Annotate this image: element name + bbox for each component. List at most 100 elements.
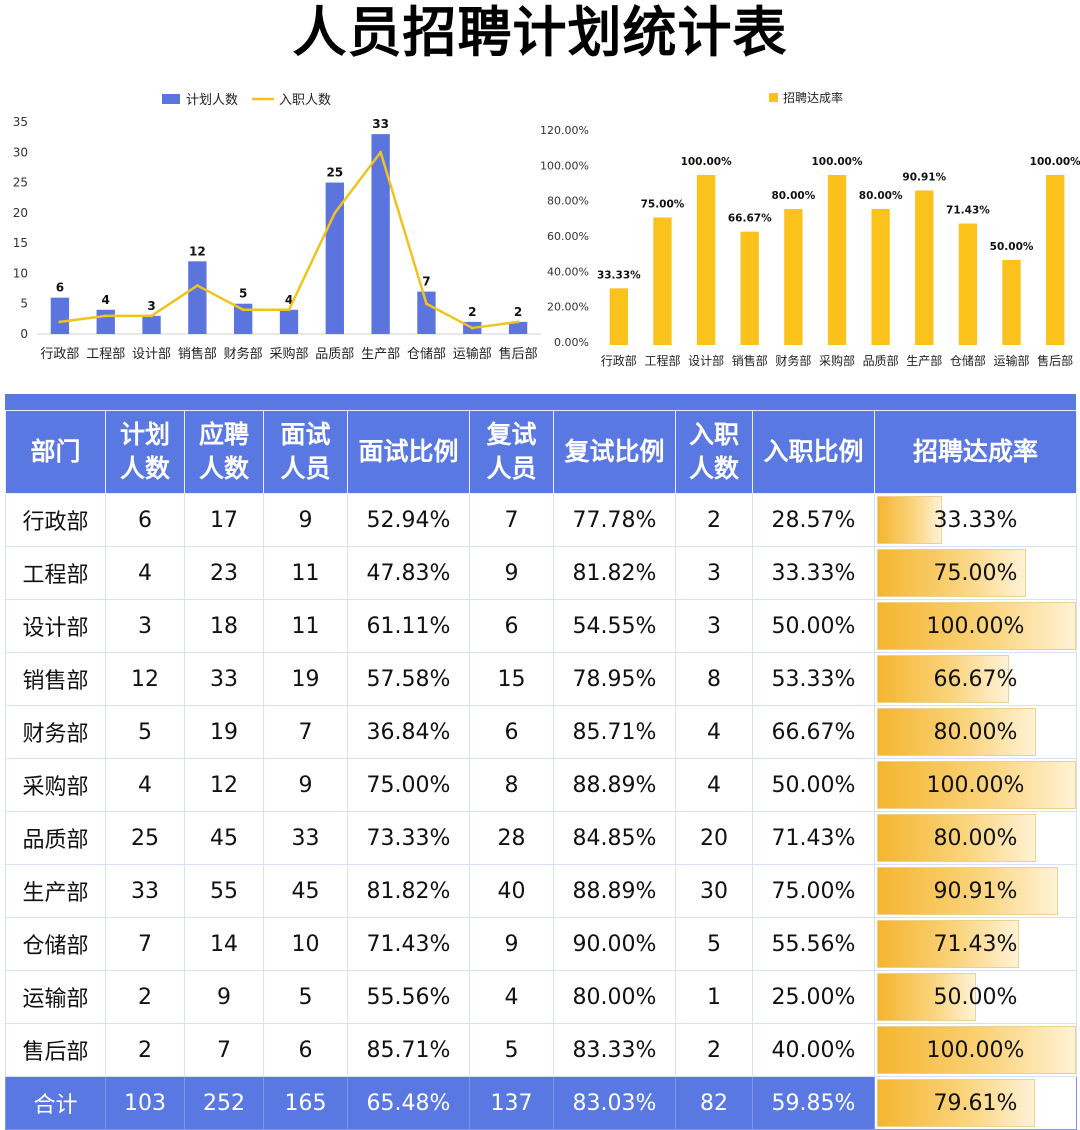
value-cell: 6 [469, 599, 554, 653]
rate-value: 100.00% [926, 772, 1025, 798]
hired-point [424, 302, 428, 306]
value-cell: 2 [105, 970, 185, 1024]
value-cell: 78.95% [553, 652, 676, 706]
x-tick-label: 品质部 [863, 353, 899, 368]
column-header-label: 招聘达成率 [912, 437, 1038, 466]
plan-bar [417, 291, 436, 334]
column-header: 招聘达成率 [874, 410, 1077, 494]
value-cell: 11 [263, 546, 348, 600]
value-cell: 9 [469, 917, 554, 971]
value-cell: 252 [184, 1076, 264, 1130]
x-tick-label: 财务部 [775, 353, 811, 368]
value-cell: 53.33% [752, 652, 875, 706]
rate-bar [827, 175, 847, 345]
x-tick-label: 售后部 [499, 346, 538, 362]
dept-cell: 合计 [5, 1076, 106, 1130]
value-cell: 45 [263, 864, 348, 918]
dept-cell: 生产部 [5, 864, 106, 918]
value-cell: 5 [263, 970, 348, 1024]
column-header: 面试比例 [347, 410, 470, 494]
value-cell: 28.57% [752, 493, 875, 547]
value-cell: 4 [469, 970, 554, 1024]
column-header-label: 入职人数 [688, 420, 739, 483]
x-tick-label: 生产部 [361, 347, 400, 362]
value-cell: 25 [105, 811, 185, 865]
rate-fill-bar [877, 496, 942, 544]
value-cell: 10 [263, 917, 348, 971]
table-row: 财务部 5 19 7 36.84% 6 85.71% 4 66.67% 80.00% [5, 705, 1077, 759]
rate-cell: 75.00% [874, 546, 1077, 600]
rate-value: 66.67% [933, 666, 1018, 692]
dept-cell: 售后部 [5, 1023, 106, 1077]
x-tick-label: 仓储部 [407, 347, 446, 362]
plan-bar [50, 297, 70, 334]
x-tick-label: 品质部 [315, 347, 354, 362]
column-header-label: 复试比例 [564, 437, 665, 466]
rate-bar [740, 231, 759, 345]
bar-data-label: 4 [102, 293, 110, 307]
value-cell: 17 [184, 493, 264, 547]
value-cell: 7 [184, 1023, 264, 1077]
rate-data-label: 80.00% [771, 190, 815, 202]
value-cell: 66.67% [752, 705, 875, 759]
hired-point [195, 284, 199, 288]
value-cell: 30 [675, 864, 753, 918]
rate-cell: 80.00% [874, 811, 1077, 865]
hired-point [241, 308, 245, 312]
value-cell: 36.84% [347, 705, 470, 759]
value-cell: 33.33% [752, 546, 875, 600]
rate-fill-bar [877, 708, 1036, 756]
plan-bar [508, 321, 528, 334]
rate-value: 100.00% [926, 1037, 1025, 1063]
value-cell: 4 [105, 758, 185, 812]
rate-cell: 100.00% [874, 599, 1077, 653]
dept-cell: 仓储部 [5, 917, 106, 971]
rate-bar [958, 223, 978, 345]
value-cell: 5 [675, 917, 753, 971]
value-cell: 50.00% [752, 758, 875, 812]
value-cell: 81.82% [553, 546, 676, 600]
y2-tick-label: 100.00% [540, 159, 589, 172]
hired-point [379, 150, 383, 154]
value-cell: 7 [469, 493, 554, 547]
value-cell: 33 [105, 864, 185, 918]
legend-plan-label: 计划人数 [186, 93, 238, 108]
bar-data-label: 12 [189, 244, 206, 258]
value-cell: 28 [469, 811, 554, 865]
table-row: 运输部 2 9 5 55.56% 4 80.00% 1 25.00% 50.00% [5, 970, 1077, 1024]
rate-bar [696, 175, 716, 345]
x-tick-label: 采购部 [819, 353, 855, 368]
value-cell: 18 [184, 599, 264, 653]
rate-cell: 100.00% [874, 1023, 1077, 1077]
hired-point [516, 320, 520, 324]
value-cell: 7 [105, 917, 185, 971]
rate-value: 90.91% [933, 878, 1018, 904]
x-tick-label: 财务部 [224, 346, 263, 362]
table-row: 采购部 4 12 9 75.00% 8 88.89% 4 50.00% 100.00% [5, 758, 1077, 812]
value-cell: 90.00% [553, 917, 676, 971]
rate-cell: 71.43% [874, 917, 1077, 971]
rate-data-label: 80.00% [859, 190, 903, 202]
value-cell: 165 [263, 1076, 348, 1130]
hired-point [470, 326, 474, 330]
table-header-row: 部门 计划人数 应聘人数 面试人员 面试比例 复试人员 复试比例 入职人数 入职比例 招聘达成率 [5, 410, 1077, 494]
rate-value: 79.61% [933, 1090, 1018, 1116]
value-cell: 25.00% [752, 970, 875, 1024]
value-cell: 88.89% [553, 758, 676, 812]
value-cell: 23 [184, 546, 264, 600]
table-top-strip [5, 394, 1076, 410]
rate-bar [915, 190, 934, 345]
y2-tick-label: 60.00% [547, 230, 589, 243]
value-cell: 9 [469, 546, 554, 600]
rate-fill-bar [877, 602, 1076, 650]
value-cell: 83.03% [553, 1076, 676, 1130]
column-header-label: 面试人员 [280, 420, 331, 483]
value-cell: 4 [675, 758, 753, 812]
dept-cell: 品质部 [5, 811, 106, 865]
plan-bar [96, 309, 115, 334]
dept-cell: 工程部 [5, 546, 106, 600]
dept-cell: 采购部 [5, 758, 106, 812]
value-cell: 84.85% [553, 811, 676, 865]
y-tick-label: 30 [13, 145, 28, 159]
bar-data-label: 7 [422, 275, 430, 289]
